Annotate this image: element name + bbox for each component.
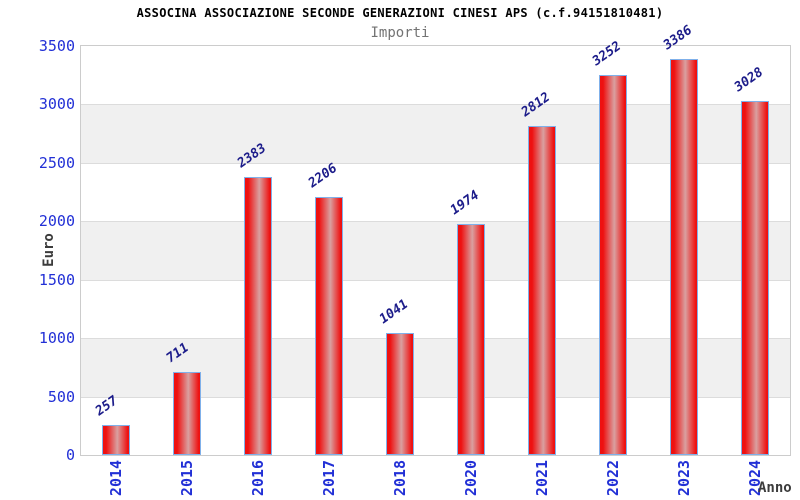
x-tick-label-2015: 2015 — [178, 459, 197, 497]
y-tick-label-2000: 2000 — [38, 212, 75, 231]
y-tick-label-1500: 1500 — [38, 270, 75, 289]
x-tick-label-2021: 2021 — [532, 459, 551, 497]
gridline — [81, 221, 790, 223]
gridline — [81, 396, 790, 398]
gridline — [81, 104, 790, 106]
bar-2017 — [315, 197, 344, 455]
bar-2015 — [173, 372, 202, 455]
bar-2022 — [598, 75, 627, 455]
y-tick-label-3000: 3000 — [38, 95, 75, 114]
chart-title: ASSOCINA ASSOCIAZIONE SECONDE GENERAZION… — [136, 6, 664, 20]
x-tick-label-2017: 2017 — [320, 459, 339, 497]
y-tick-label-3500: 3500 — [38, 37, 75, 55]
x-tick-label-2022: 2022 — [603, 459, 622, 497]
x-tick-label-2020: 2020 — [461, 459, 480, 497]
y-tick-label-0: 0 — [65, 446, 75, 464]
x-axis-label: Anno — [758, 480, 792, 496]
bar-2024 — [740, 101, 769, 455]
bar-2016 — [244, 177, 273, 455]
bar-2020 — [456, 224, 485, 455]
bar-2018 — [386, 333, 415, 455]
bar-2021 — [527, 126, 556, 455]
x-tick-label-2014: 2014 — [107, 459, 126, 497]
x-tick-label-2018: 2018 — [391, 459, 410, 497]
x-tick-label-2023: 2023 — [674, 459, 693, 497]
y-tick-label-2500: 2500 — [38, 153, 75, 172]
x-tick-label-2016: 2016 — [249, 459, 268, 497]
plot-area: 257 711 2383 2206 1041 1974 2812 3252 3386 3028 — [80, 23, 791, 456]
gridline — [81, 162, 790, 164]
bar-2014 — [102, 425, 131, 455]
y-axis-label: Euro — [41, 233, 57, 267]
gridline — [81, 338, 790, 340]
bar-2023 — [669, 59, 698, 455]
chart-subtitle: Importi — [370, 25, 430, 41]
y-tick-label-500: 500 — [47, 387, 75, 406]
gridline — [81, 279, 790, 281]
y-tick-label-1000: 1000 — [38, 329, 75, 348]
